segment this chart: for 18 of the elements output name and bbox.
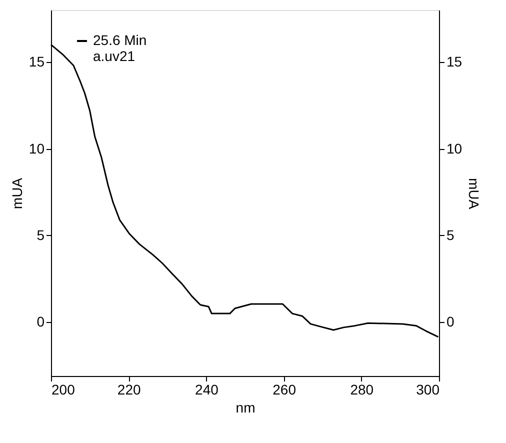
x-tick-label: 280 (350, 382, 374, 398)
x-tick-label: 240 (195, 382, 219, 398)
x-tick-label: 220 (117, 382, 141, 398)
y2-tick-label: 15 (446, 54, 462, 70)
x-tick-label: 200 (52, 382, 76, 398)
y-tick-label: 0 (36, 314, 45, 330)
x-tick-label: 260 (272, 382, 296, 398)
legend-label: 25.6 Min a.uv21 (93, 32, 147, 64)
y2-tick-label: 5 (446, 227, 454, 243)
x-axis-title: nm (236, 400, 256, 416)
x-tick-label: 300 (416, 382, 440, 398)
y2-axis-title: mUA (466, 178, 482, 210)
y-tick-label: 15 (28, 54, 45, 70)
y2-tick-label: 10 (446, 140, 462, 156)
y-tick-label: 5 (36, 227, 45, 243)
y2-tick-label: 0 (446, 314, 454, 330)
y-tick-label: 10 (28, 140, 45, 156)
y-axis-title: mUA (8, 177, 25, 210)
